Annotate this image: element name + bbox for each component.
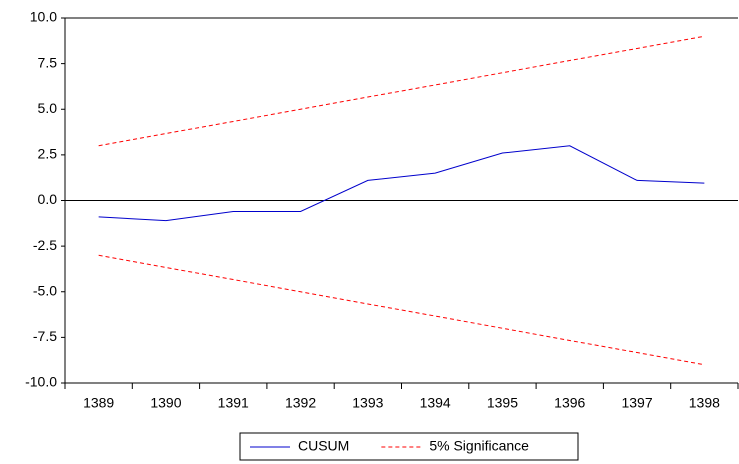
y-tick-label: -5.0 xyxy=(33,282,57,298)
y-tick-label: 5.0 xyxy=(38,100,58,116)
legend-box xyxy=(239,432,579,461)
series-line xyxy=(98,145,705,222)
series-line-lower xyxy=(98,254,705,366)
y-tick-label: 7.5 xyxy=(38,54,58,70)
x-tick-label: 1394 xyxy=(420,395,451,411)
x-tick-label: 1390 xyxy=(150,395,181,411)
legend-label: CUSUM xyxy=(298,438,349,454)
y-tick-label: 10.0 xyxy=(30,9,57,25)
x-tick-label: 1391 xyxy=(218,395,249,411)
legend-label: 5% Significance xyxy=(429,438,529,454)
legend: CUSUM 5% Significance xyxy=(239,432,579,461)
x-tick-label: 1397 xyxy=(621,395,652,411)
y-tick-label: -10.0 xyxy=(25,374,57,390)
x-tick-label: 1392 xyxy=(285,395,316,411)
x-tick-label: 1393 xyxy=(352,395,383,411)
y-tick-label: 0.0 xyxy=(38,191,58,207)
series-line xyxy=(98,35,705,147)
y-tick-label: 2.5 xyxy=(38,146,58,162)
x-tick-label: 1396 xyxy=(554,395,585,411)
x-tick-label: 1395 xyxy=(487,395,518,411)
y-tick-label: -7.5 xyxy=(33,328,57,344)
y-tick-label: -2.5 xyxy=(33,237,57,253)
x-tick-label: 1389 xyxy=(83,395,114,411)
x-tick-label: 1398 xyxy=(689,395,720,411)
